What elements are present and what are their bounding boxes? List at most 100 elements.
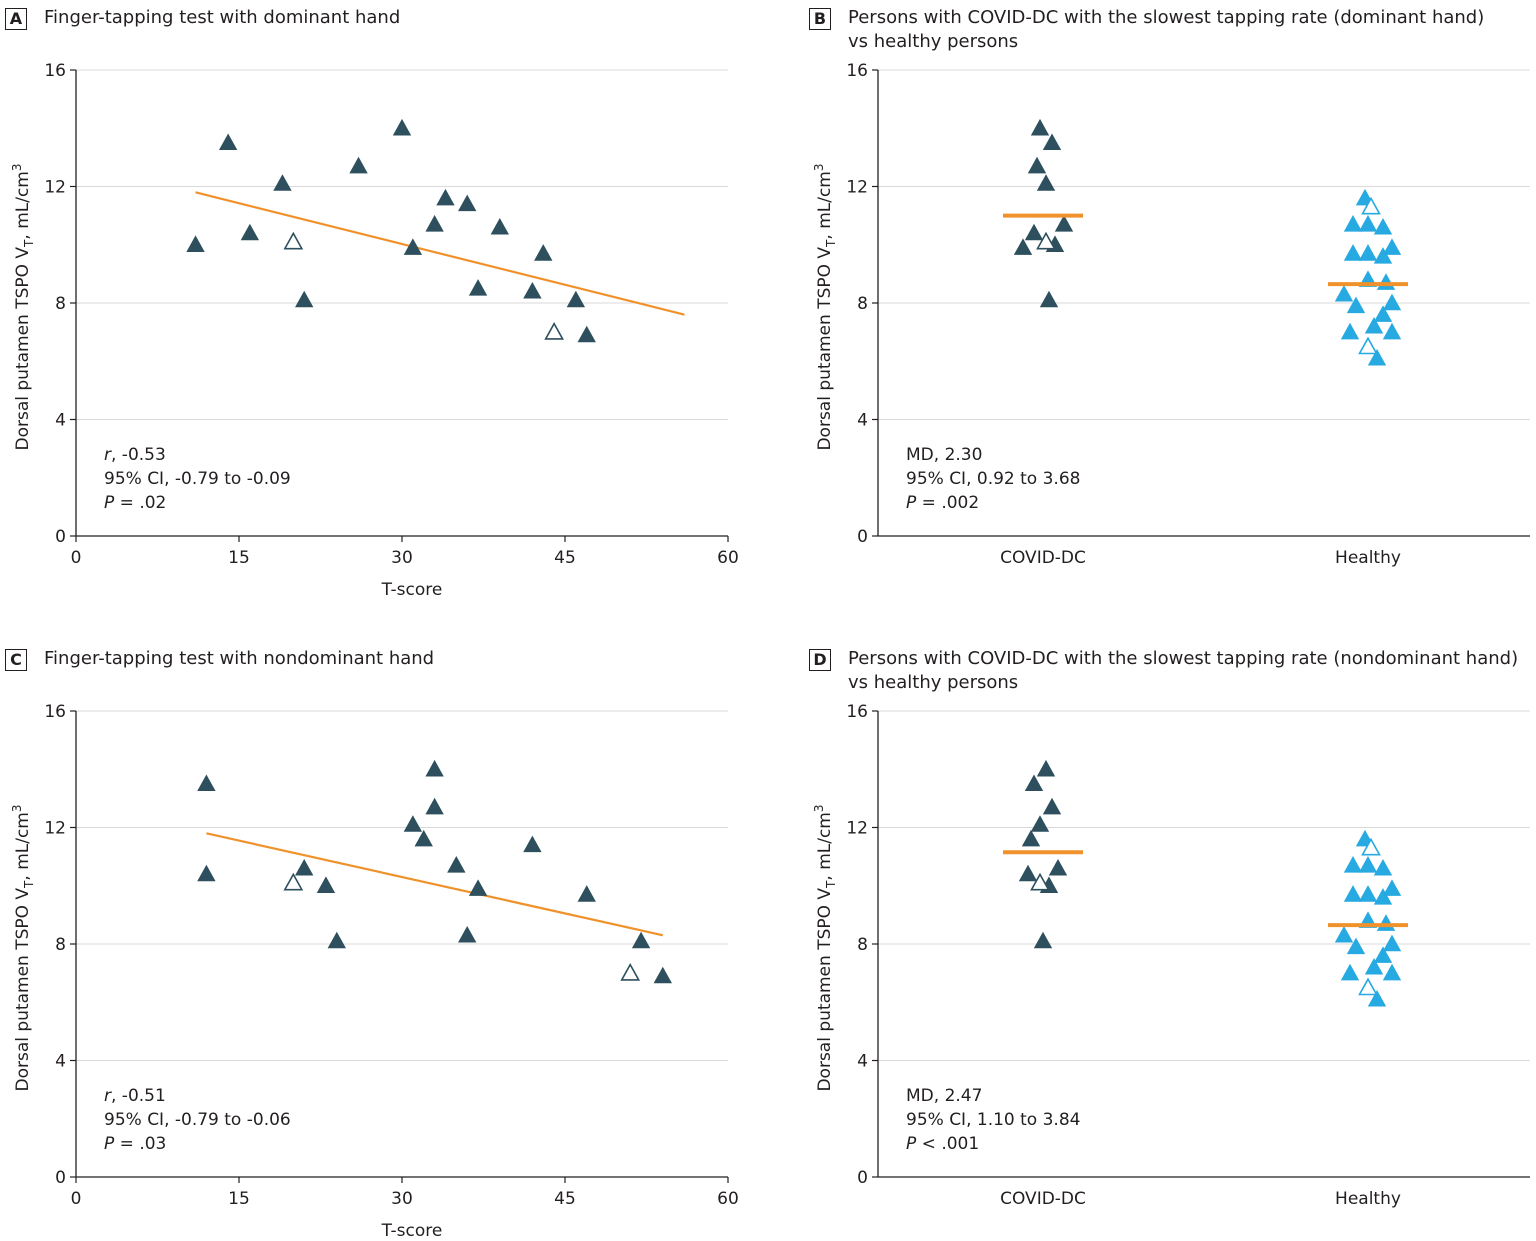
- data-point: [1343, 885, 1363, 902]
- data-point: [1373, 247, 1393, 264]
- stats-annotation: r, -0.51: [104, 1086, 166, 1106]
- data-point: [1027, 156, 1047, 174]
- data-point: [631, 931, 651, 949]
- panel-title-line2: vs healthy persons: [848, 672, 1019, 693]
- data-point: [1358, 244, 1378, 261]
- data-point-open: [283, 872, 304, 891]
- data-point-open: [1361, 196, 1381, 215]
- data-point: [403, 238, 423, 255]
- data-point: [1373, 217, 1393, 235]
- stats-annotation: P = .03: [104, 1134, 166, 1154]
- data-point: [1382, 879, 1402, 896]
- data-point: [295, 290, 314, 308]
- stats-annotation: 95% CI, 0.92 to 3.68: [906, 469, 1080, 489]
- data-point: [273, 174, 292, 191]
- data-point-open: [620, 962, 641, 981]
- y-tick-label: 12: [846, 178, 868, 198]
- y-axis-label: Dorsal putamen TSPO VT, mL/cm3: [10, 163, 36, 450]
- data-point: [218, 133, 238, 151]
- data-point: [447, 856, 466, 873]
- data-point: [1030, 118, 1050, 136]
- y-tick-label: 0: [55, 527, 66, 547]
- data-point: [327, 931, 346, 949]
- stats-annotation: 95% CI, -0.79 to -0.09: [104, 469, 291, 489]
- data-point: [1382, 293, 1402, 311]
- x-tick-label: 0: [71, 548, 82, 568]
- data-point-open: [544, 321, 564, 340]
- data-point: [414, 829, 433, 847]
- stats-annotation: 95% CI, 1.10 to 3.84: [906, 1110, 1080, 1130]
- data-point: [186, 235, 205, 252]
- data-point-open: [1361, 837, 1381, 856]
- stats-annotation: r, -0.53: [104, 445, 166, 465]
- data-point: [1382, 963, 1402, 981]
- data-point: [1021, 829, 1041, 847]
- panel-letter: D: [809, 649, 831, 671]
- data-point: [468, 279, 488, 296]
- y-axis-label: Dorsal putamen TSPO VT, mL/cm3: [812, 804, 838, 1091]
- data-point: [577, 325, 596, 343]
- data-point-open: [1036, 231, 1056, 250]
- data-point: [1343, 215, 1363, 232]
- x-axis-label: T-score: [381, 1221, 443, 1241]
- x-tick-label: 15: [228, 1189, 250, 1209]
- stats-annotation: 95% CI, -0.79 to -0.06: [104, 1110, 291, 1130]
- data-point: [490, 217, 509, 235]
- data-point: [1358, 856, 1378, 873]
- data-point: [1024, 223, 1044, 241]
- data-point: [197, 864, 216, 882]
- data-point: [436, 188, 455, 206]
- data-point: [1358, 215, 1378, 232]
- panel-title: Finger-tapping test with dominant hand: [44, 7, 401, 28]
- data-point: [523, 282, 542, 299]
- data-point: [1376, 914, 1396, 931]
- panel-letter: B: [809, 8, 831, 30]
- data-point: [1382, 934, 1402, 952]
- y-tick-label: 0: [857, 1168, 868, 1188]
- data-point: [1382, 238, 1402, 255]
- data-point: [392, 118, 412, 136]
- category-label: COVID-DC: [1000, 548, 1086, 568]
- data-point: [1373, 305, 1393, 322]
- y-tick-label: 8: [55, 935, 66, 955]
- panel-letter: A: [5, 8, 27, 30]
- y-tick-label: 8: [55, 294, 66, 314]
- data-point: [1018, 864, 1038, 882]
- data-point: [1340, 963, 1360, 981]
- y-tick-label: 12: [846, 819, 868, 839]
- x-tick-label: 30: [391, 1189, 413, 1209]
- x-tick-label: 60: [717, 548, 739, 568]
- data-point: [1033, 931, 1053, 949]
- y-tick-label: 8: [857, 935, 868, 955]
- data-point: [1373, 888, 1393, 905]
- data-point: [1373, 946, 1393, 963]
- regression-line: [206, 832, 664, 937]
- data-point: [1367, 990, 1387, 1007]
- category-label: Healthy: [1335, 548, 1401, 568]
- y-tick-label: 8: [857, 294, 868, 314]
- data-point: [1334, 925, 1354, 943]
- data-point: [468, 879, 488, 896]
- data-point: [458, 194, 477, 212]
- category-label: Healthy: [1335, 1189, 1401, 1209]
- data-point: [1382, 322, 1402, 340]
- y-axis-label: Dorsal putamen TSPO VT, mL/cm3: [812, 163, 838, 450]
- y-axis-label: Dorsal putamen TSPO VT, mL/cm3: [10, 804, 36, 1091]
- panel-title: Finger-tapping test with nondominant han…: [44, 648, 435, 669]
- x-axis-label: T-score: [381, 580, 443, 600]
- x-tick-label: 45: [554, 548, 576, 568]
- y-tick-label: 4: [857, 1052, 868, 1072]
- stats-annotation: P = .002: [906, 493, 979, 513]
- data-point: [1358, 885, 1378, 902]
- data-point: [1334, 284, 1354, 302]
- x-tick-label: 0: [71, 1189, 82, 1209]
- stats-annotation: P = .02: [104, 493, 166, 513]
- panel-title: Persons with COVID-DC with the slowest t…: [848, 7, 1485, 28]
- y-tick-label: 4: [55, 1052, 66, 1072]
- y-tick-label: 16: [44, 61, 66, 81]
- data-point: [403, 815, 423, 832]
- data-point: [425, 759, 444, 777]
- data-point: [1036, 174, 1056, 191]
- data-point: [1340, 322, 1360, 340]
- data-point: [653, 966, 672, 984]
